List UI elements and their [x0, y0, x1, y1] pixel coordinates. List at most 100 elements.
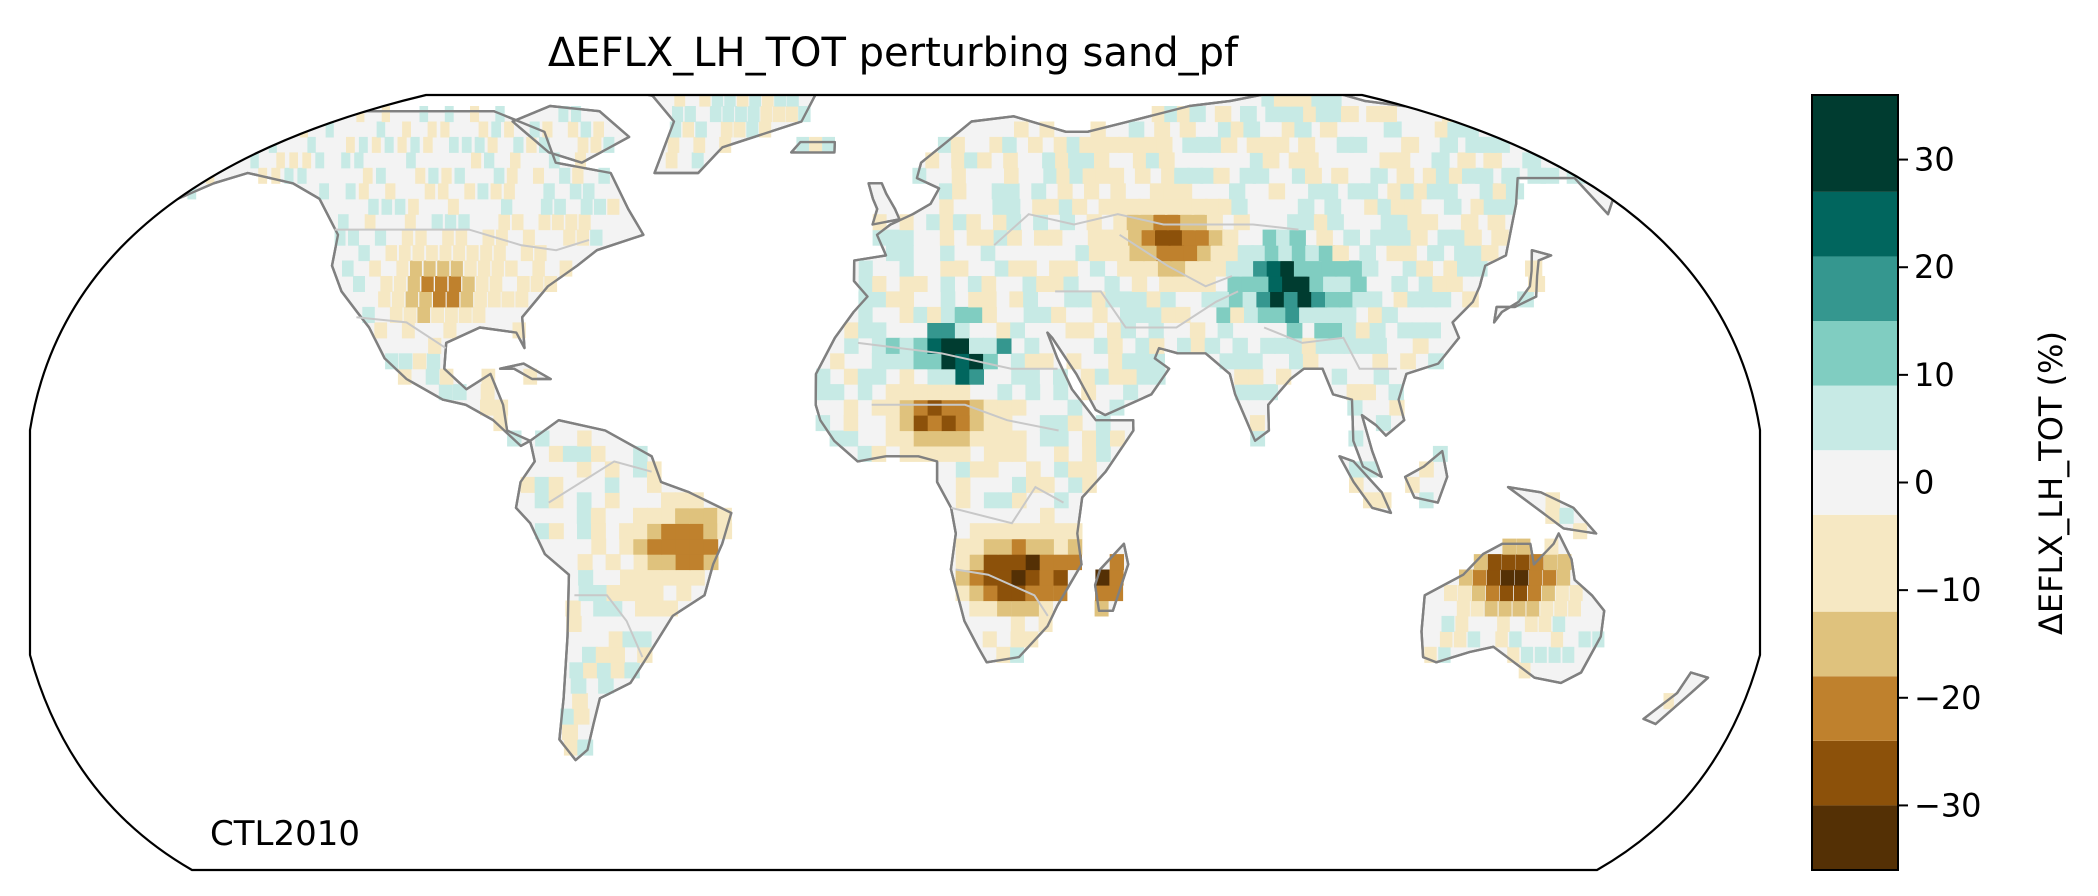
delta-cell: [1232, 337, 1248, 354]
delta-cell: [399, 353, 413, 370]
delta-cell: [476, 276, 489, 292]
delta-cell: [1096, 445, 1111, 462]
delta-cell: [1645, 136, 1666, 153]
delta-cell: [1107, 337, 1123, 354]
delta-cell: [619, 523, 634, 540]
delta-cell: [1516, 538, 1531, 555]
delta-cell: [1208, 136, 1225, 153]
delta-cell: [455, 229, 468, 246]
delta-cell: [1084, 183, 1100, 200]
delta-cell: [501, 291, 515, 308]
delta-cell: [580, 121, 592, 138]
delta-cell: [578, 569, 594, 586]
delta-cell: [1075, 245, 1091, 262]
delta-cell: [1286, 95, 1304, 107]
delta-cell: [563, 229, 576, 246]
delta-cell: [939, 214, 954, 231]
delta-cell: [1416, 260, 1433, 277]
delta-cell: [385, 245, 397, 262]
delta-cell: [989, 136, 1004, 153]
colorbar-label: ΔEFLX_LH_TOT (%): [2032, 331, 2070, 635]
delta-cell: [1091, 291, 1107, 308]
delta-cell: [1227, 276, 1244, 292]
delta-cell: [1420, 214, 1439, 231]
delta-cell: [449, 136, 459, 153]
delta-cell: [1010, 615, 1025, 632]
delta-cell: [526, 136, 537, 153]
delta-cell: [736, 95, 749, 107]
delta-cell: [408, 198, 419, 215]
delta-cell: [576, 507, 592, 524]
delta-cell: [1037, 306, 1053, 323]
delta-cell: [980, 245, 996, 262]
delta-cell: [598, 677, 614, 694]
delta-cell: [378, 291, 391, 308]
delta-cell: [577, 430, 592, 447]
delta-cell: [1155, 229, 1171, 246]
delta-cell: [1218, 198, 1235, 215]
delta-cell: [580, 198, 593, 215]
delta-cell: [464, 260, 477, 277]
delta-cell: [747, 106, 760, 123]
delta-cell: [1010, 322, 1025, 339]
delta-cell: [582, 183, 595, 200]
delta-cell: [1329, 337, 1346, 354]
delta-cell: [997, 384, 1013, 401]
delta-cell: [368, 198, 379, 215]
delta-cell: [1534, 646, 1547, 663]
delta-cell: [1007, 229, 1022, 246]
delta-cell: [1260, 337, 1276, 354]
delta-cell: [1347, 183, 1365, 200]
delta-cell: [858, 322, 873, 339]
delta-cell: [1053, 430, 1069, 447]
delta-cell: [997, 523, 1013, 540]
delta-cell: [1109, 569, 1124, 586]
delta-cell: [1166, 214, 1183, 231]
delta-cell: [444, 214, 457, 231]
colorbar-bin: [1812, 514, 1898, 612]
delta-cell: [1274, 337, 1290, 354]
delta-cell: [983, 523, 999, 540]
delta-cell: [374, 229, 387, 246]
delta-cell: [1305, 167, 1322, 184]
delta-cell: [1022, 276, 1038, 292]
delta-cell: [1010, 631, 1025, 648]
delta-cell: [872, 322, 887, 339]
delta-cell: [940, 245, 955, 262]
delta-cell: [334, 229, 346, 246]
delta-cell: [689, 538, 705, 555]
delta-cell: [955, 415, 971, 432]
delta-cell: [941, 399, 957, 416]
delta-cell: [955, 353, 970, 370]
delta-cell: [969, 415, 985, 432]
delta-cell: [415, 229, 427, 246]
delta-cell: [1397, 322, 1414, 339]
delta-cell: [1011, 538, 1027, 555]
delta-cell: [437, 183, 449, 200]
delta-cell: [885, 291, 901, 308]
delta-cell: [726, 75, 737, 91]
delta-cell: [1132, 152, 1149, 169]
delta-cell: [955, 461, 971, 478]
delta-cell: [1355, 322, 1372, 339]
delta-cell: [1011, 445, 1027, 462]
delta-cell: [1179, 121, 1196, 138]
delta-cell: [464, 183, 476, 200]
delta-cell: [534, 523, 550, 540]
delta-cell: [1082, 476, 1097, 493]
delta-cell: [1079, 136, 1095, 153]
delta-cell: [682, 121, 694, 138]
delta-cell: [1181, 229, 1198, 246]
coastline-australia: [1420, 532, 1606, 685]
delta-cell: [1266, 260, 1283, 277]
delta-cell: [983, 399, 999, 416]
delta-cell: [560, 708, 577, 725]
delta-cell: [300, 121, 308, 138]
delta-cell: [1331, 368, 1348, 385]
delta-cell: [1370, 229, 1387, 246]
delta-cell: [858, 276, 873, 292]
delta-cell: [1040, 523, 1055, 540]
delta-cell: [1313, 214, 1331, 231]
delta-cell: [554, 198, 566, 215]
delta-cell: [302, 152, 312, 169]
